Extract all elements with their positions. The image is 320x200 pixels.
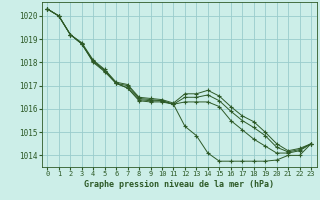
X-axis label: Graphe pression niveau de la mer (hPa): Graphe pression niveau de la mer (hPa) bbox=[84, 180, 274, 189]
